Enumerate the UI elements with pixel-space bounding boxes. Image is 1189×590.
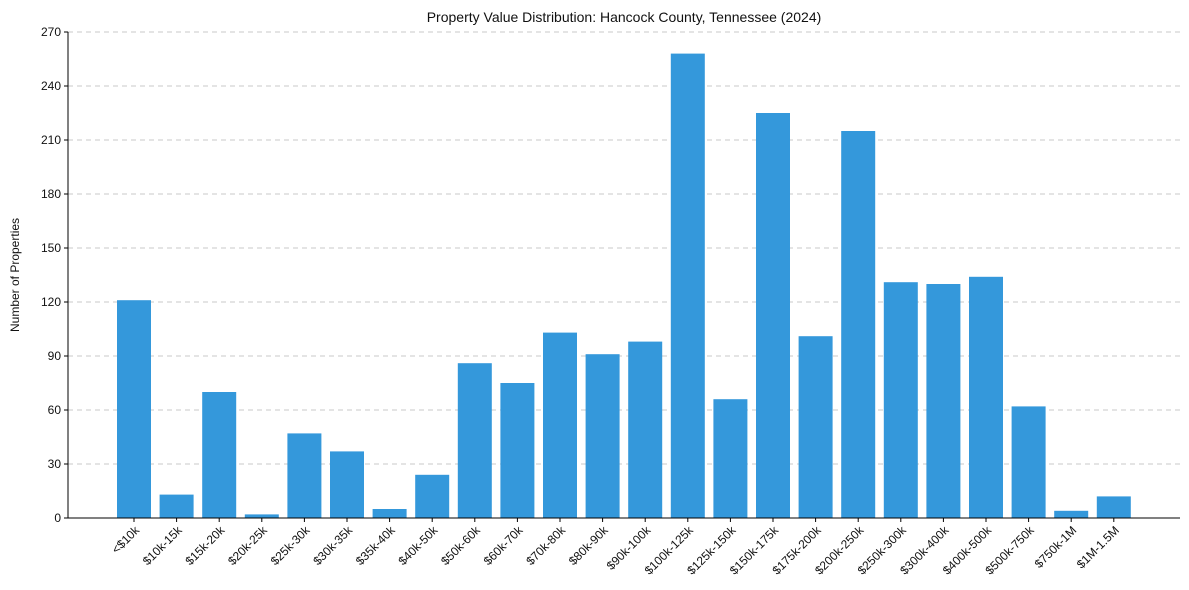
y-tick-label: 210 — [41, 133, 61, 147]
bar — [202, 392, 237, 518]
bar — [841, 131, 876, 518]
bar — [1054, 510, 1089, 518]
x-tick-label: $15k-20k — [183, 523, 229, 569]
bar — [543, 332, 577, 518]
bar — [670, 53, 705, 518]
y-tick-label: 120 — [41, 295, 61, 309]
bar — [1096, 496, 1131, 518]
y-tick-label: 150 — [41, 241, 61, 255]
x-tick-label: $1M-1.5M — [1074, 523, 1122, 571]
bar — [287, 433, 322, 518]
x-tick-label: <$10k — [109, 523, 143, 557]
y-tick-label: 90 — [48, 349, 62, 363]
bar — [798, 336, 833, 518]
bar — [926, 284, 961, 518]
bar — [585, 354, 620, 518]
y-tick-label: 0 — [54, 511, 61, 525]
x-tick-label: $50k-60k — [438, 523, 484, 569]
x-tick-label: $70k-80k — [523, 523, 569, 569]
x-tick-label: $40k-50k — [396, 523, 442, 569]
bar — [883, 282, 918, 518]
y-tick-label: 60 — [48, 403, 62, 417]
bars — [117, 53, 1131, 518]
bar — [244, 514, 279, 518]
bar — [372, 509, 407, 518]
bar — [756, 113, 790, 518]
bar — [713, 399, 748, 518]
y-tick-label: 180 — [41, 187, 61, 201]
bar — [159, 494, 194, 518]
x-tick-label: $20k-25k — [225, 523, 271, 569]
chart-title: Property Value Distribution: Hancock Cou… — [427, 9, 822, 25]
x-tick-label: $35k-40k — [353, 523, 399, 569]
x-tick-label: $10k-15k — [140, 523, 186, 569]
y-axis-label: Number of Properties — [8, 218, 22, 332]
bar — [628, 341, 663, 518]
bar — [415, 474, 450, 518]
bar — [330, 451, 364, 518]
x-tick-label: $60k-70k — [481, 523, 527, 569]
y-tick-label: 30 — [48, 457, 62, 471]
x-tick-label: $25k-30k — [268, 523, 314, 569]
bar — [117, 300, 151, 518]
x-tick-label: $30k-35k — [310, 523, 356, 569]
bar — [969, 276, 1003, 518]
bar — [1011, 406, 1046, 518]
x-tick-label: $750k-1M — [1032, 523, 1080, 571]
y-tick-label: 270 — [41, 25, 61, 39]
y-tick-label: 240 — [41, 79, 61, 93]
bar — [500, 383, 535, 518]
bar — [457, 363, 492, 518]
